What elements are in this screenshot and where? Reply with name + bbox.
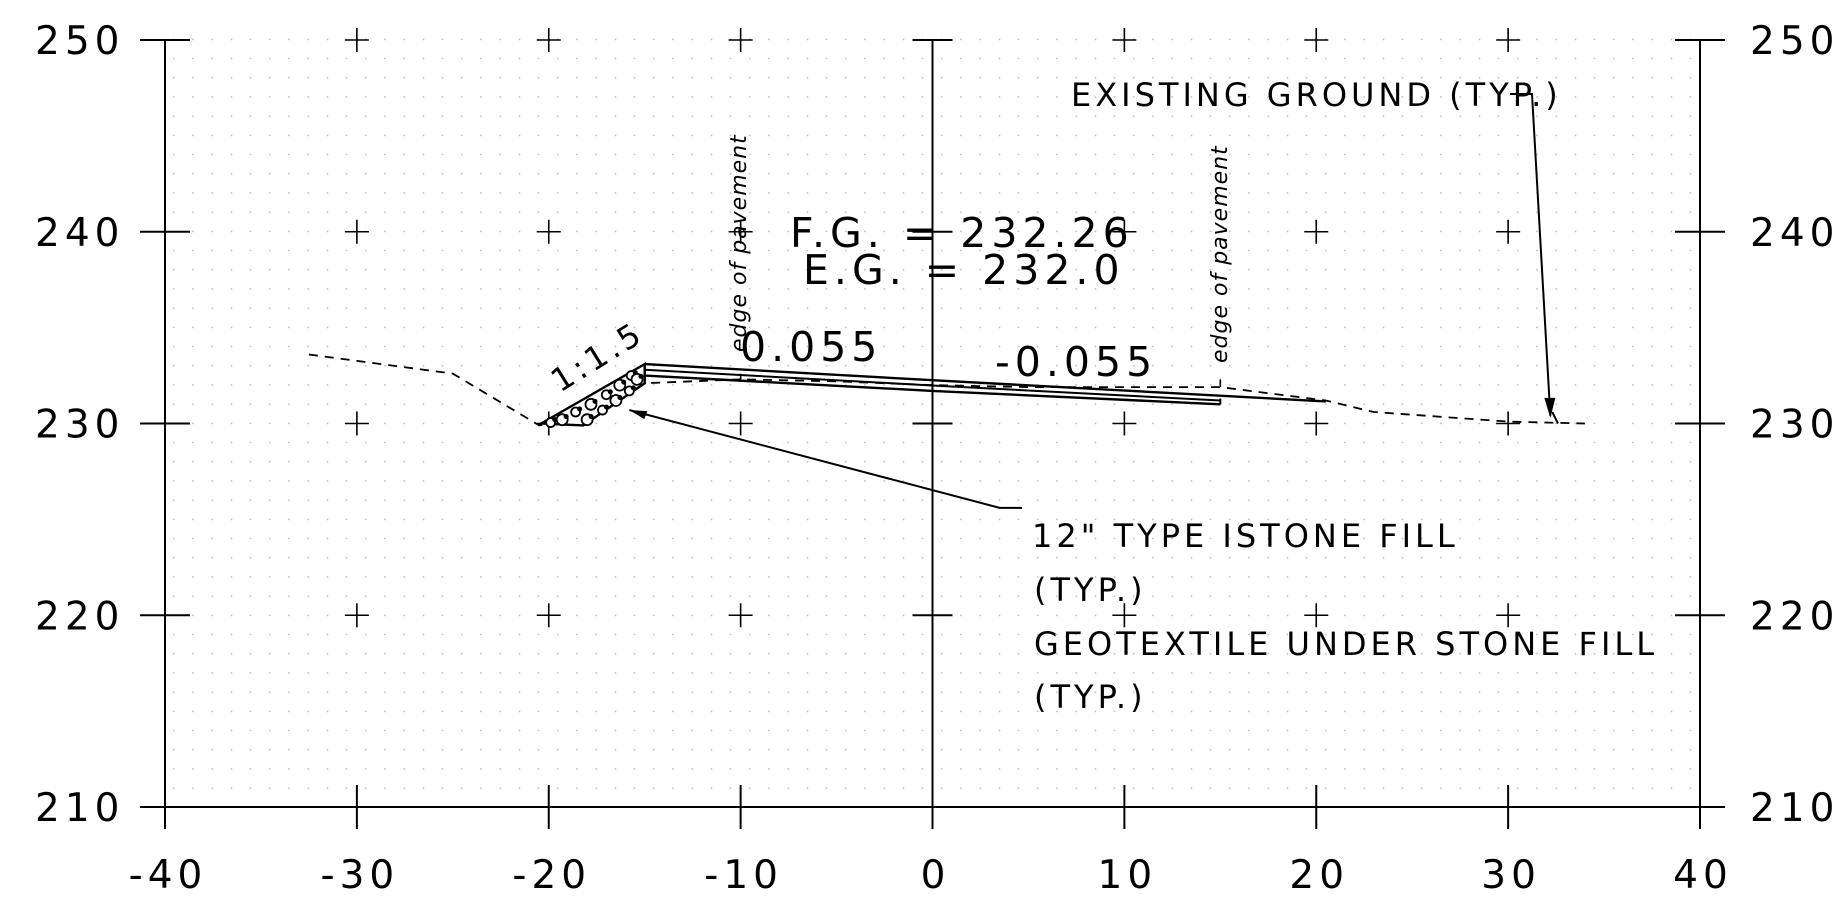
existing-grade-label: E.G. = 232.0 [803,246,1125,294]
stone-dot [577,406,583,412]
stone-dot [630,385,636,391]
stone-dot [552,417,558,423]
stone-dot [592,398,598,404]
stone-fill-leader-line [629,409,1022,509]
existing-ground-label: EXISTING GROUND (TYP.) [1071,76,1562,114]
x-tick-label-10: 10 [1098,853,1158,898]
axes-group [140,39,1725,829]
stone-dot [603,404,609,410]
annotations: EXISTING GROUND (TYP.) F.G. = 232.26 E.G… [544,76,1658,716]
slope-left-label: 0.055 [740,323,882,371]
existing-ground-leader-arrowhead [1544,397,1556,418]
x-tick-label-30: 30 [1481,853,1541,898]
y-tick-label-left-240: 240 [35,211,124,256]
stone-fill-leader-arrowhead [629,410,648,420]
y-tick-label-right-250: 250 [1750,19,1834,64]
edge-of-pavement-right-label: edge of pavement [1208,145,1233,363]
grid-crosses-group [344,28,1521,628]
y-tick-label-left-220: 220 [35,594,124,639]
edge-of-pavement-left-label: edge of pavement [727,134,752,352]
x-tick-label-40: 40 [1673,853,1733,898]
x-tick-label--10: -10 [704,853,783,898]
dotted-grid-background [163,38,1697,806]
x-tick-label-20: 20 [1289,853,1349,898]
y-tick-label-right-240: 240 [1750,211,1834,256]
x-tick-label--40: -40 [129,853,208,898]
x-tick-label-0: 0 [921,853,951,898]
geotextile-label: GEOTEXTILE UNDER STONE FILL [1034,625,1658,663]
existing-ground-leader-line [1510,93,1552,416]
slope-right-label: -0.055 [995,338,1157,386]
stone-dot [621,379,627,385]
x-tick-label--20: -20 [512,853,591,898]
stone-dot [563,414,569,420]
y-tick-label-left-230: 230 [35,403,124,448]
stone-dot [588,414,594,420]
y-tick-label-right-220: 220 [1750,594,1834,639]
x-tick-label--30: -30 [321,853,400,898]
existing-ground-marker [1551,411,1559,424]
finished-grade-label: F.G. = 232.26 [790,209,1134,257]
stone-fill-typ-label: (TYP.) [1034,571,1147,609]
stone-dot [638,373,644,379]
y-tick-label-right-230: 230 [1750,403,1834,448]
section-geometry-group [308,93,1585,509]
y-tick-label-right-210: 210 [1750,786,1834,831]
stone-dot [607,389,613,395]
finished-grade-bottom-line [644,374,1221,406]
stone-fill-label: 12" TYPE ISTONE FILL [1032,517,1459,555]
y-tick-label-left-250: 250 [35,19,124,64]
geotextile-typ-label: (TYP.) [1034,678,1147,716]
stone-dot [617,394,623,400]
finished-grade-top-line [644,362,1326,403]
y-tick-label-left-210: 210 [35,786,124,831]
